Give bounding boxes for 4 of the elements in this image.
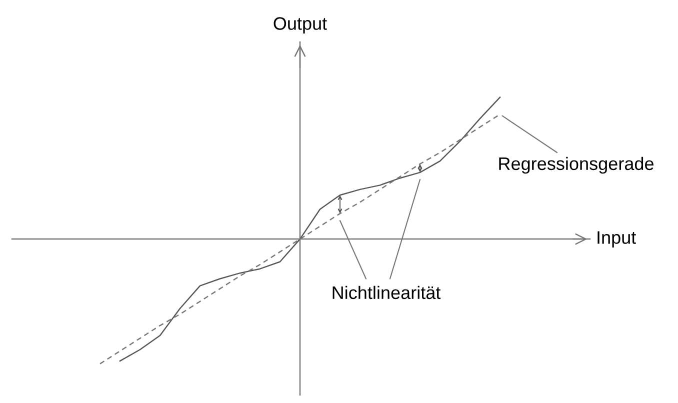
annotation: Nichtlinearität: [332, 286, 441, 300]
y-axis-title: Output: [274, 17, 327, 34]
annotation: Regressionsgerade: [499, 156, 654, 174]
x-axis-title: Input: [598, 231, 636, 248]
